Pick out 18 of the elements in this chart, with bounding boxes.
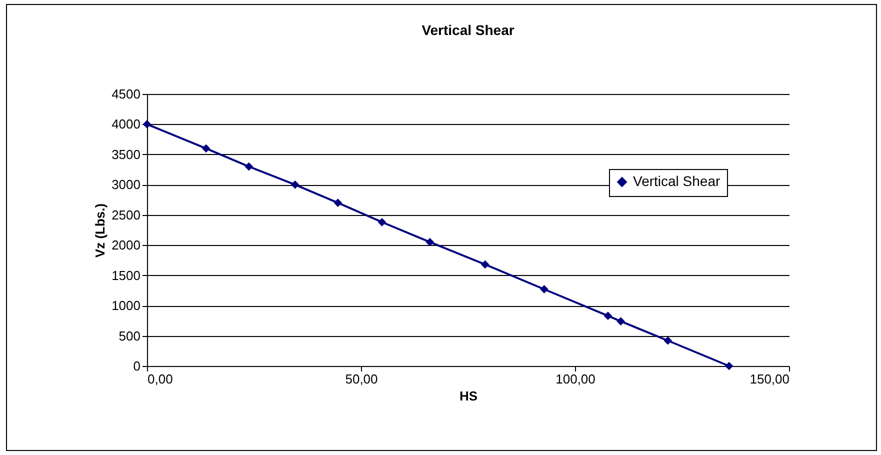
y-tick-label: 4500: [112, 86, 140, 102]
x-tick-label: 100,00: [556, 372, 596, 386]
y-tick-label: 4000: [112, 116, 140, 132]
y-tick-label: 2500: [112, 207, 140, 222]
x-axis-title: HS: [459, 388, 478, 404]
x-tick-label: 150,00: [750, 372, 790, 386]
legend-label: Vertical Shear: [633, 173, 720, 189]
x-tick-label: 50,00: [345, 372, 378, 386]
x-tick-label: 0,00: [148, 372, 173, 386]
y-tick-label: 1000: [112, 298, 140, 314]
y-tick-label: 500: [118, 328, 140, 344]
y-tick-label: 2000: [112, 238, 140, 253]
y-tick-label: 1500: [112, 268, 140, 283]
y-tick-label: 0: [133, 358, 140, 374]
y-tick-label: 3500: [112, 146, 140, 162]
y-axis-title: Vz (Lbs.): [92, 203, 108, 258]
y-tick-label: 3000: [112, 177, 140, 192]
chart-title: Vertical Shear: [422, 22, 515, 38]
